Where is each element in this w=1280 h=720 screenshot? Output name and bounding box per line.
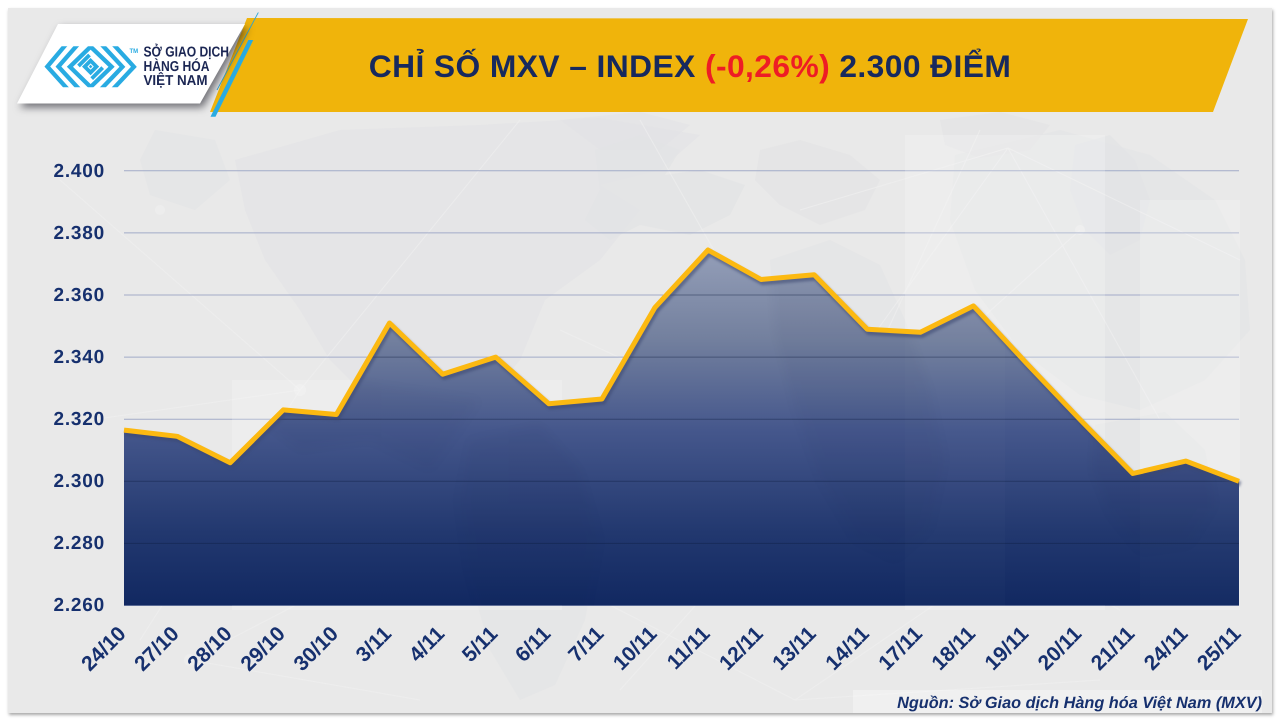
svg-text:20/11: 20/11 — [1034, 622, 1087, 675]
svg-text:2.340: 2.340 — [53, 347, 105, 368]
svg-text:18/11: 18/11 — [927, 622, 980, 675]
svg-text:25/11: 25/11 — [1193, 622, 1246, 675]
svg-text:10/11: 10/11 — [609, 622, 662, 675]
svg-text:4/11: 4/11 — [405, 622, 450, 667]
svg-text:2.260: 2.260 — [53, 595, 105, 616]
svg-text:SỞ GIAO DỊCH: SỞ GIAO DỊCH — [144, 44, 230, 61]
svg-text:Nguồn: Sở Giao dịch Hàng hóa V: Nguồn: Sở Giao dịch Hàng hóa Việt Nam (M… — [897, 694, 1262, 712]
svg-text:24/10: 24/10 — [77, 622, 130, 675]
svg-text:24/11: 24/11 — [1140, 622, 1193, 675]
svg-text:TM: TM — [130, 49, 139, 55]
svg-text:2.360: 2.360 — [53, 285, 105, 306]
svg-text:3/11: 3/11 — [352, 622, 397, 667]
svg-text:6/11: 6/11 — [511, 622, 556, 667]
svg-text:21/11: 21/11 — [1087, 622, 1140, 675]
svg-text:2.300: 2.300 — [53, 471, 105, 492]
svg-text:VIỆT NAM: VIỆT NAM — [144, 72, 208, 89]
svg-text:2.320: 2.320 — [53, 409, 105, 430]
svg-text:5/11: 5/11 — [458, 622, 503, 667]
svg-text:2.400: 2.400 — [53, 161, 105, 182]
svg-text:29/10: 29/10 — [236, 622, 289, 675]
svg-text:14/11: 14/11 — [821, 622, 874, 675]
svg-text:17/11: 17/11 — [874, 622, 927, 675]
svg-text:11/11: 11/11 — [663, 622, 715, 674]
svg-text:2.380: 2.380 — [53, 223, 105, 244]
svg-text:12/11: 12/11 — [715, 622, 768, 675]
svg-text:30/10: 30/10 — [290, 622, 343, 675]
svg-text:13/11: 13/11 — [768, 622, 821, 675]
svg-text:19/11: 19/11 — [981, 622, 1034, 675]
svg-text:2.280: 2.280 — [53, 533, 105, 554]
svg-text:HÀNG HÓA: HÀNG HÓA — [144, 58, 211, 75]
svg-text:27/10: 27/10 — [130, 622, 183, 675]
svg-text:28/10: 28/10 — [183, 622, 236, 675]
svg-text:7/11: 7/11 — [564, 622, 609, 667]
